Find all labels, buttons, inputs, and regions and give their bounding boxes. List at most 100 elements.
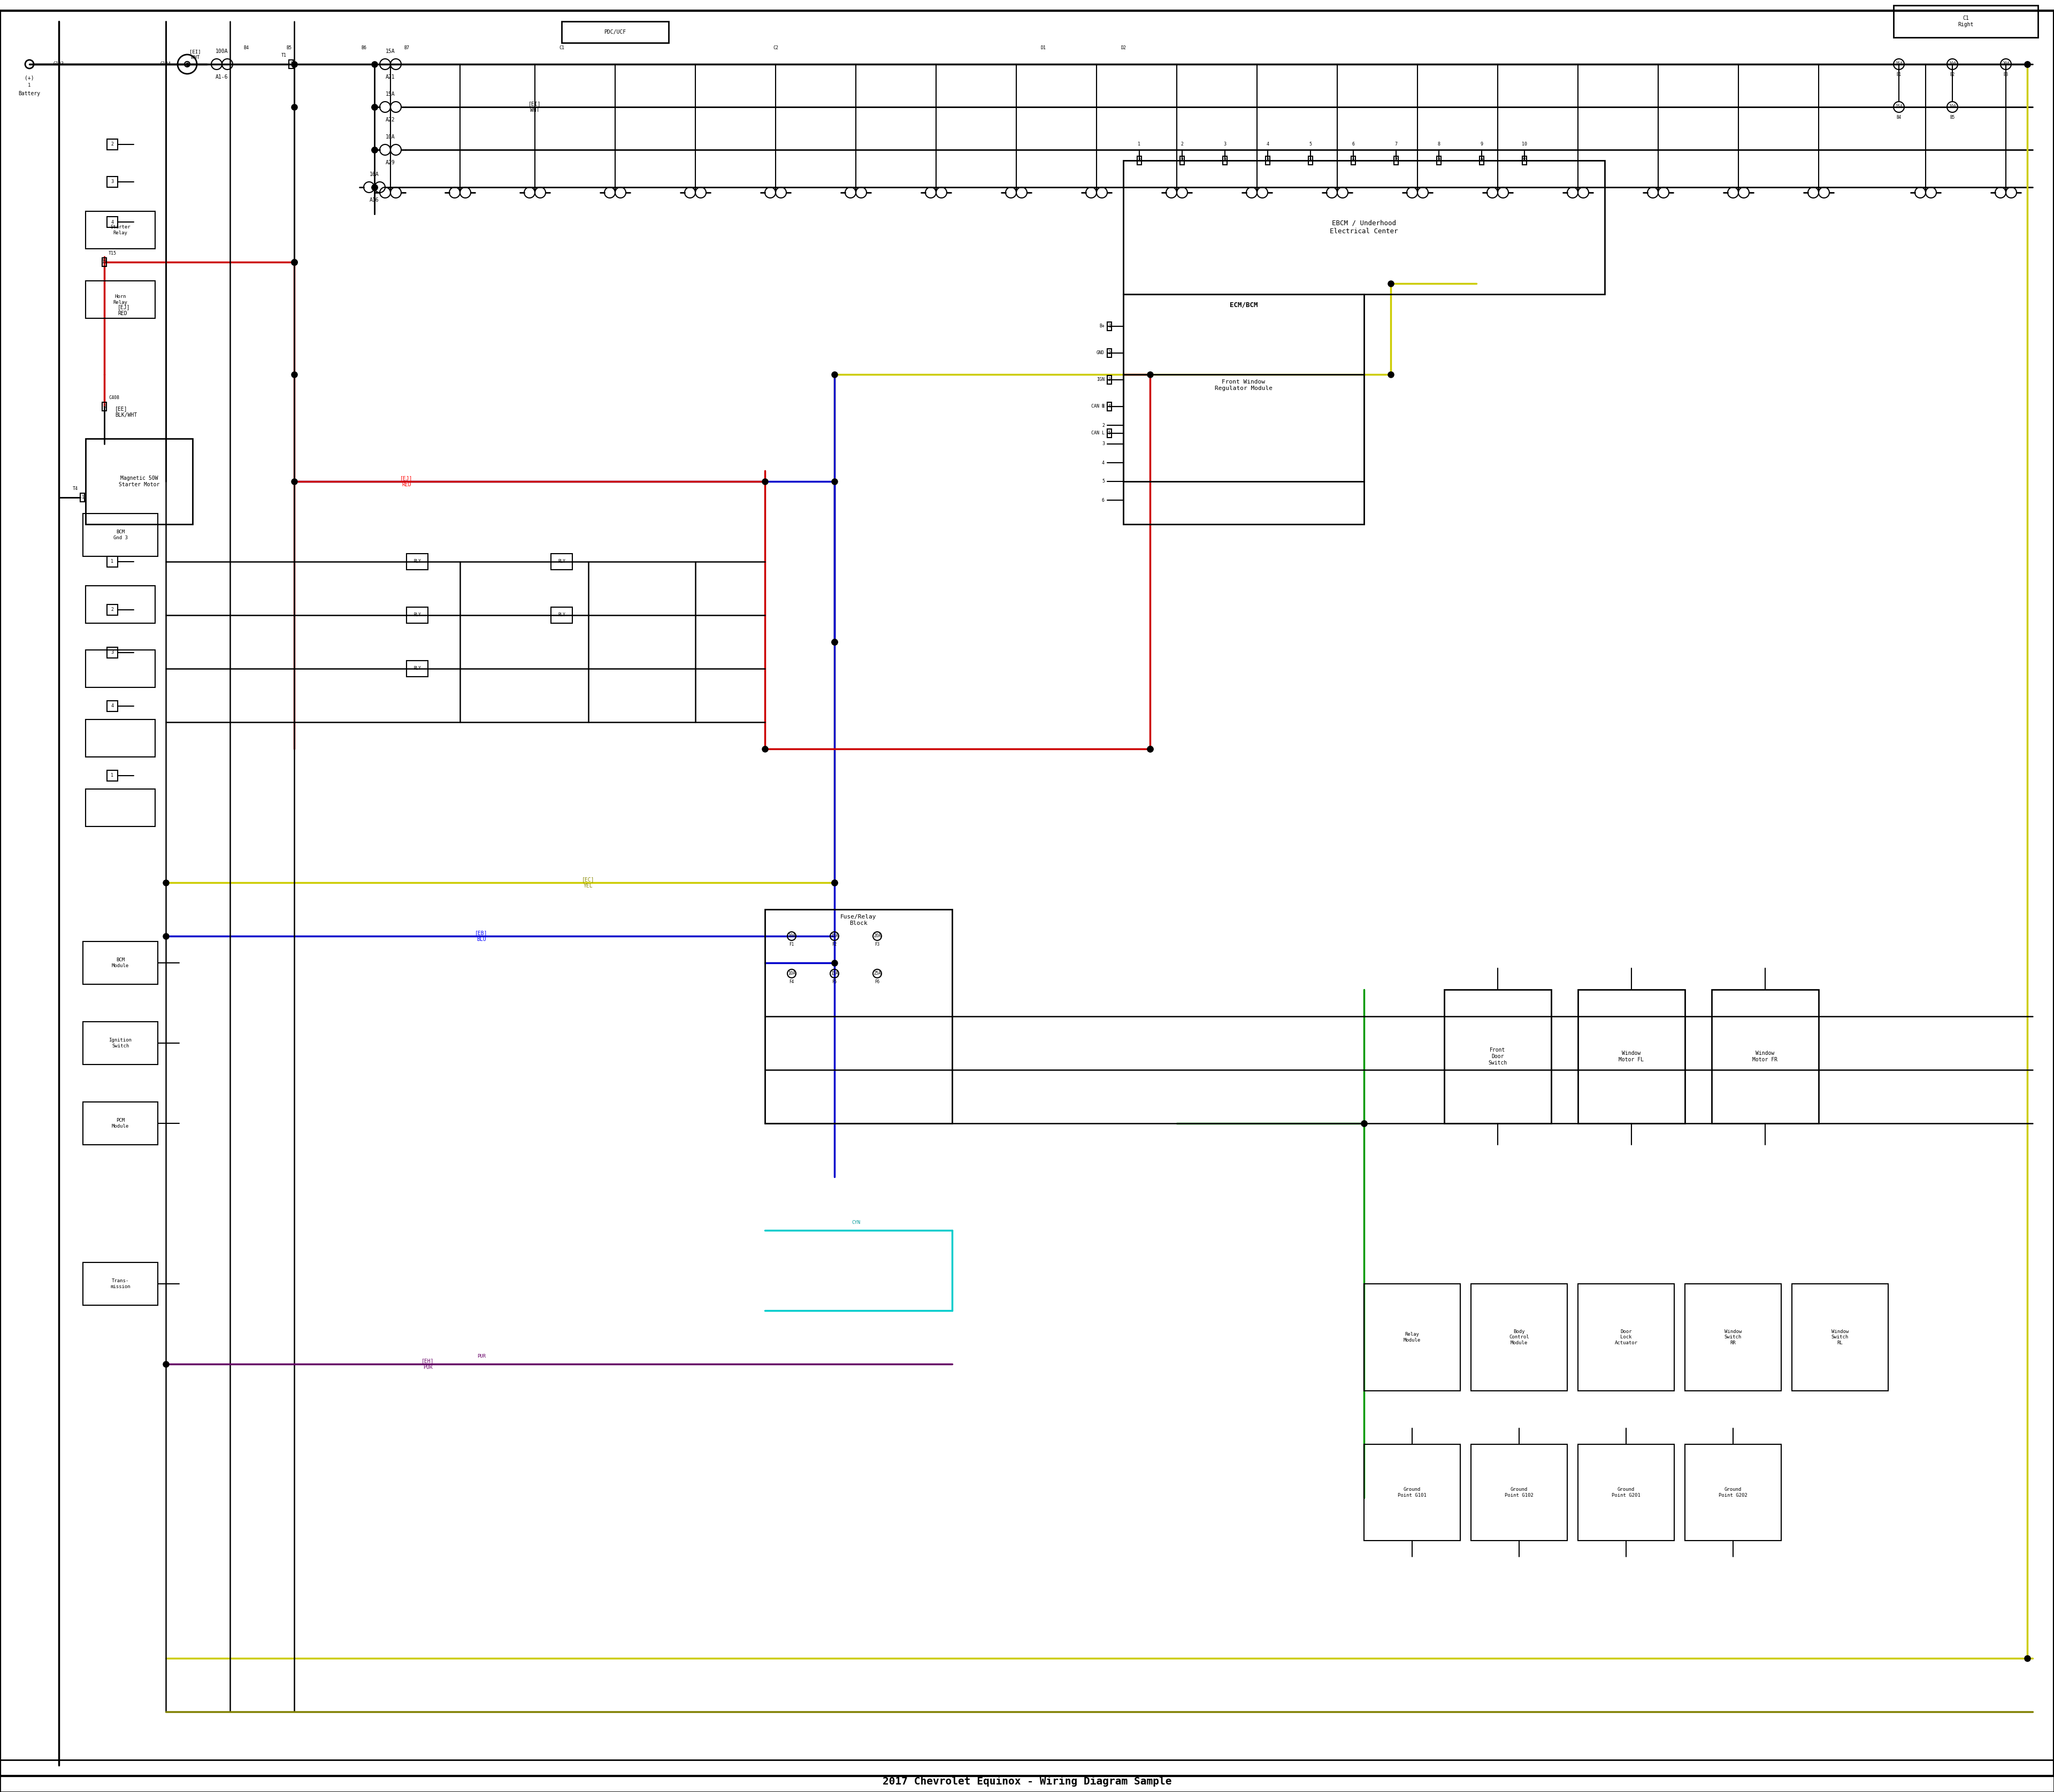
Text: 2: 2 <box>1181 142 1183 147</box>
Text: B2: B2 <box>1949 72 1955 77</box>
Text: 15: 15 <box>103 260 107 265</box>
Text: F1: F1 <box>789 943 795 946</box>
Bar <box>1364 1444 1460 1541</box>
Text: Ground
Point G201: Ground Point G201 <box>1612 1487 1641 1498</box>
Text: B4: B4 <box>1896 115 1902 120</box>
Text: Fuse/Relay
Block: Fuse/Relay Block <box>840 914 877 926</box>
Bar <box>1364 1283 1460 1391</box>
Bar <box>107 647 117 658</box>
Bar <box>82 941 158 984</box>
Text: 1: 1 <box>82 495 84 500</box>
Text: 15A: 15A <box>386 91 394 97</box>
Text: G104: G104 <box>160 61 170 66</box>
Text: 5: 5 <box>1308 158 1313 163</box>
Bar <box>1107 376 1111 383</box>
Text: IGN: IGN <box>1097 378 1105 382</box>
Bar <box>107 177 117 186</box>
Text: D2: D2 <box>1121 47 1126 50</box>
Text: [EB]
BLU: [EB] BLU <box>474 930 487 943</box>
Text: 16A: 16A <box>370 172 380 177</box>
Text: T15: T15 <box>109 251 117 256</box>
Text: EBCM / Underhood
Electrical Center: EBCM / Underhood Electrical Center <box>1329 220 1399 235</box>
Text: Front
Door
Switch: Front Door Switch <box>1489 1048 1508 1066</box>
Bar <box>1577 989 1684 1124</box>
Text: 15A: 15A <box>386 48 394 54</box>
Text: A1-6: A1-6 <box>216 73 228 79</box>
Bar <box>1107 323 1111 330</box>
Text: [EE]
BLK/WHT: [EE] BLK/WHT <box>115 407 138 418</box>
Bar <box>107 217 117 228</box>
Bar <box>86 788 156 826</box>
Text: Ground
Point G202: Ground Point G202 <box>1719 1487 1748 1498</box>
Text: 20A: 20A <box>2003 61 2009 66</box>
Text: 3: 3 <box>111 179 113 185</box>
Bar <box>1436 156 1442 165</box>
Text: BCM
Gnd 3: BCM Gnd 3 <box>113 530 127 539</box>
Text: G103: G103 <box>53 61 64 66</box>
Bar <box>1308 156 1313 165</box>
Text: 2: 2 <box>1101 423 1105 428</box>
Text: Window
Motor FR: Window Motor FR <box>1752 1050 1777 1063</box>
Bar <box>1577 1444 1674 1541</box>
Text: Magnetic 50W
Starter Motor: Magnetic 50W Starter Motor <box>119 475 160 487</box>
Text: 1: 1 <box>29 82 31 88</box>
Text: PUR: PUR <box>477 1353 485 1358</box>
Bar <box>1138 156 1142 165</box>
Bar <box>86 719 156 756</box>
Text: 15A: 15A <box>1896 61 1902 66</box>
Bar <box>0 1760 2054 1792</box>
Bar <box>1684 1444 1781 1541</box>
Text: Relay
Module: Relay Module <box>1403 1331 1421 1342</box>
Bar <box>1471 1283 1567 1391</box>
Text: Ignition
Switch: Ignition Switch <box>109 1038 131 1048</box>
Text: F4: F4 <box>789 978 795 984</box>
Text: CAN H: CAN H <box>1091 405 1105 409</box>
Bar <box>1124 294 1364 482</box>
Bar <box>1107 428 1111 437</box>
Bar <box>86 439 193 525</box>
Text: RLY: RLY <box>559 559 565 564</box>
Text: 25A: 25A <box>873 971 881 977</box>
Text: PDC/UCF: PDC/UCF <box>604 29 626 34</box>
Bar <box>82 1262 158 1305</box>
Text: 4: 4 <box>1267 142 1269 147</box>
Text: 10A: 10A <box>386 134 394 140</box>
Text: 100A: 100A <box>216 48 228 54</box>
Text: RLY: RLY <box>413 559 421 564</box>
Bar <box>1791 1283 1888 1391</box>
Bar <box>86 211 156 249</box>
Text: 1: 1 <box>1138 158 1140 163</box>
Text: F6: F6 <box>875 978 879 984</box>
Bar <box>103 258 107 267</box>
Bar <box>1711 989 1818 1124</box>
Text: 6: 6 <box>1352 158 1354 163</box>
Bar <box>82 514 158 556</box>
Text: 10: 10 <box>1522 142 1526 147</box>
Text: 10A: 10A <box>1949 61 1955 66</box>
Text: [EJ]
RED: [EJ] RED <box>401 475 413 487</box>
Text: 3: 3 <box>1109 378 1111 382</box>
Text: B5: B5 <box>1949 115 1955 120</box>
Text: [EC]
YEL: [EC] YEL <box>581 876 596 889</box>
Text: C408: C408 <box>109 396 119 400</box>
Text: 8: 8 <box>1438 142 1440 147</box>
Text: 5: 5 <box>1109 430 1111 435</box>
Text: 5: 5 <box>1308 142 1313 147</box>
Bar <box>1179 156 1185 165</box>
Text: RLY: RLY <box>559 613 565 618</box>
Bar <box>1577 1283 1674 1391</box>
Text: F2: F2 <box>832 943 836 946</box>
Text: 9: 9 <box>1481 158 1483 163</box>
Text: A21: A21 <box>386 73 394 79</box>
Bar <box>86 586 156 624</box>
Bar <box>1124 375 1364 525</box>
Bar <box>107 701 117 711</box>
Text: CYN: CYN <box>852 1220 861 1224</box>
Text: Horn
Relay: Horn Relay <box>113 294 127 305</box>
Text: ECM/BCM: ECM/BCM <box>1230 301 1257 308</box>
Text: 1: 1 <box>111 559 113 564</box>
Text: 9: 9 <box>1481 142 1483 147</box>
Bar <box>550 607 573 624</box>
Text: Window
Motor FL: Window Motor FL <box>1619 1050 1643 1063</box>
Text: 2: 2 <box>111 607 113 613</box>
